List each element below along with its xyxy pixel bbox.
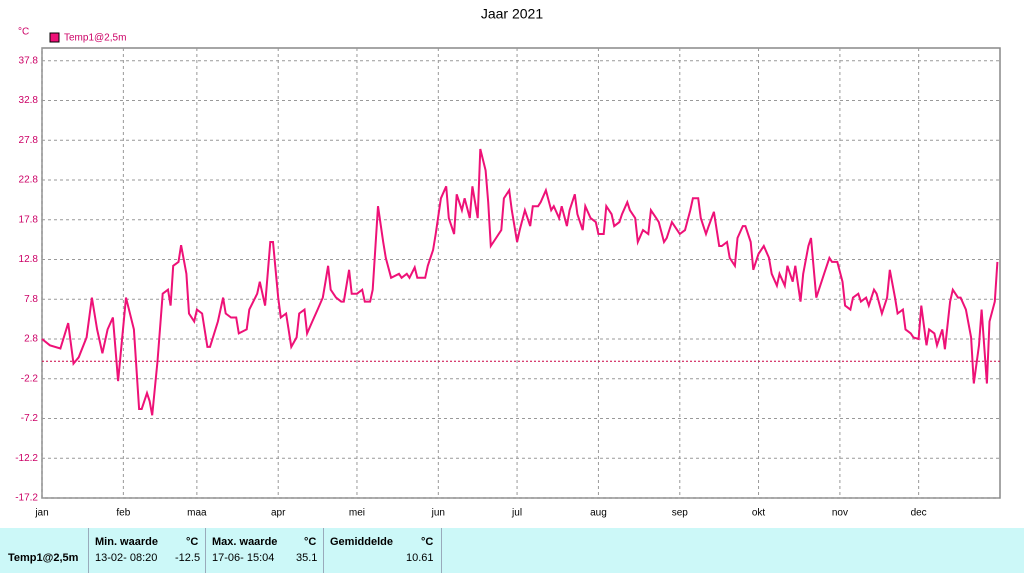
stats-panel: Temp1@2,5m Min. waarde °C 13-02- 08:20 -…: [0, 528, 1024, 573]
min-time: 13-02- 08:20: [95, 552, 158, 564]
x-tick-label: mei: [349, 508, 365, 519]
x-tick-label: dec: [911, 508, 927, 519]
avg-unit: °C: [421, 536, 434, 548]
avg-header: Gemiddelde: [330, 536, 393, 548]
y-tick-label: 2.8: [24, 334, 38, 345]
max-unit: °C: [304, 536, 317, 548]
avg-value: 10.61: [406, 552, 434, 564]
min-col: [88, 528, 205, 573]
y-tick-label: 37.8: [19, 55, 39, 66]
x-tick-label: okt: [752, 508, 766, 519]
row-label: Temp1@2,5m: [8, 552, 79, 564]
chart: Jaar 2021 °C Temp1@2,5m 37.8 32.8 27.8 22.8…: [15, 6, 1001, 519]
y-tick-label: 27.8: [19, 135, 39, 146]
y-tick-label: 22.8: [19, 175, 39, 186]
y-tick-label: 17.8: [19, 214, 39, 225]
min-header: Min. waarde: [95, 536, 158, 548]
chart-title: Jaar 2021: [481, 6, 543, 22]
y-tick-label: -12.2: [15, 453, 38, 464]
x-tick-label: apr: [271, 508, 286, 519]
max-header: Max. waarde: [212, 536, 278, 548]
y-tick-label: 12.8: [19, 254, 39, 265]
x-tick-label: nov: [832, 508, 848, 519]
y-tick-label: 7.8: [24, 294, 38, 305]
y-tick-label: 32.8: [19, 95, 39, 106]
legend-label: Temp1@2,5m: [64, 33, 126, 44]
min-unit: °C: [186, 536, 199, 548]
x-tick-label: jun: [431, 508, 445, 519]
max-col: [205, 528, 322, 573]
x-tick-label: feb: [116, 508, 130, 519]
legend-swatch: [49, 32, 60, 43]
min-value: -12.5: [175, 552, 201, 564]
y-tick-label: -17.2: [15, 493, 38, 504]
x-tick-label: jan: [34, 508, 48, 519]
y-tick-label: -2.2: [21, 373, 39, 384]
x-tick-label: jul: [511, 508, 522, 519]
x-tick-label: sep: [672, 508, 689, 519]
avg-col: [323, 528, 442, 573]
max-time: 17-06- 15:04: [212, 552, 275, 564]
series-line: [41, 148, 999, 416]
y-unit: °C: [18, 27, 29, 38]
x-tick-label: maa: [187, 508, 207, 519]
x-tick-label: aug: [590, 508, 607, 519]
y-tick-label: -7.2: [21, 413, 39, 424]
max-value: 35.1: [296, 552, 318, 564]
